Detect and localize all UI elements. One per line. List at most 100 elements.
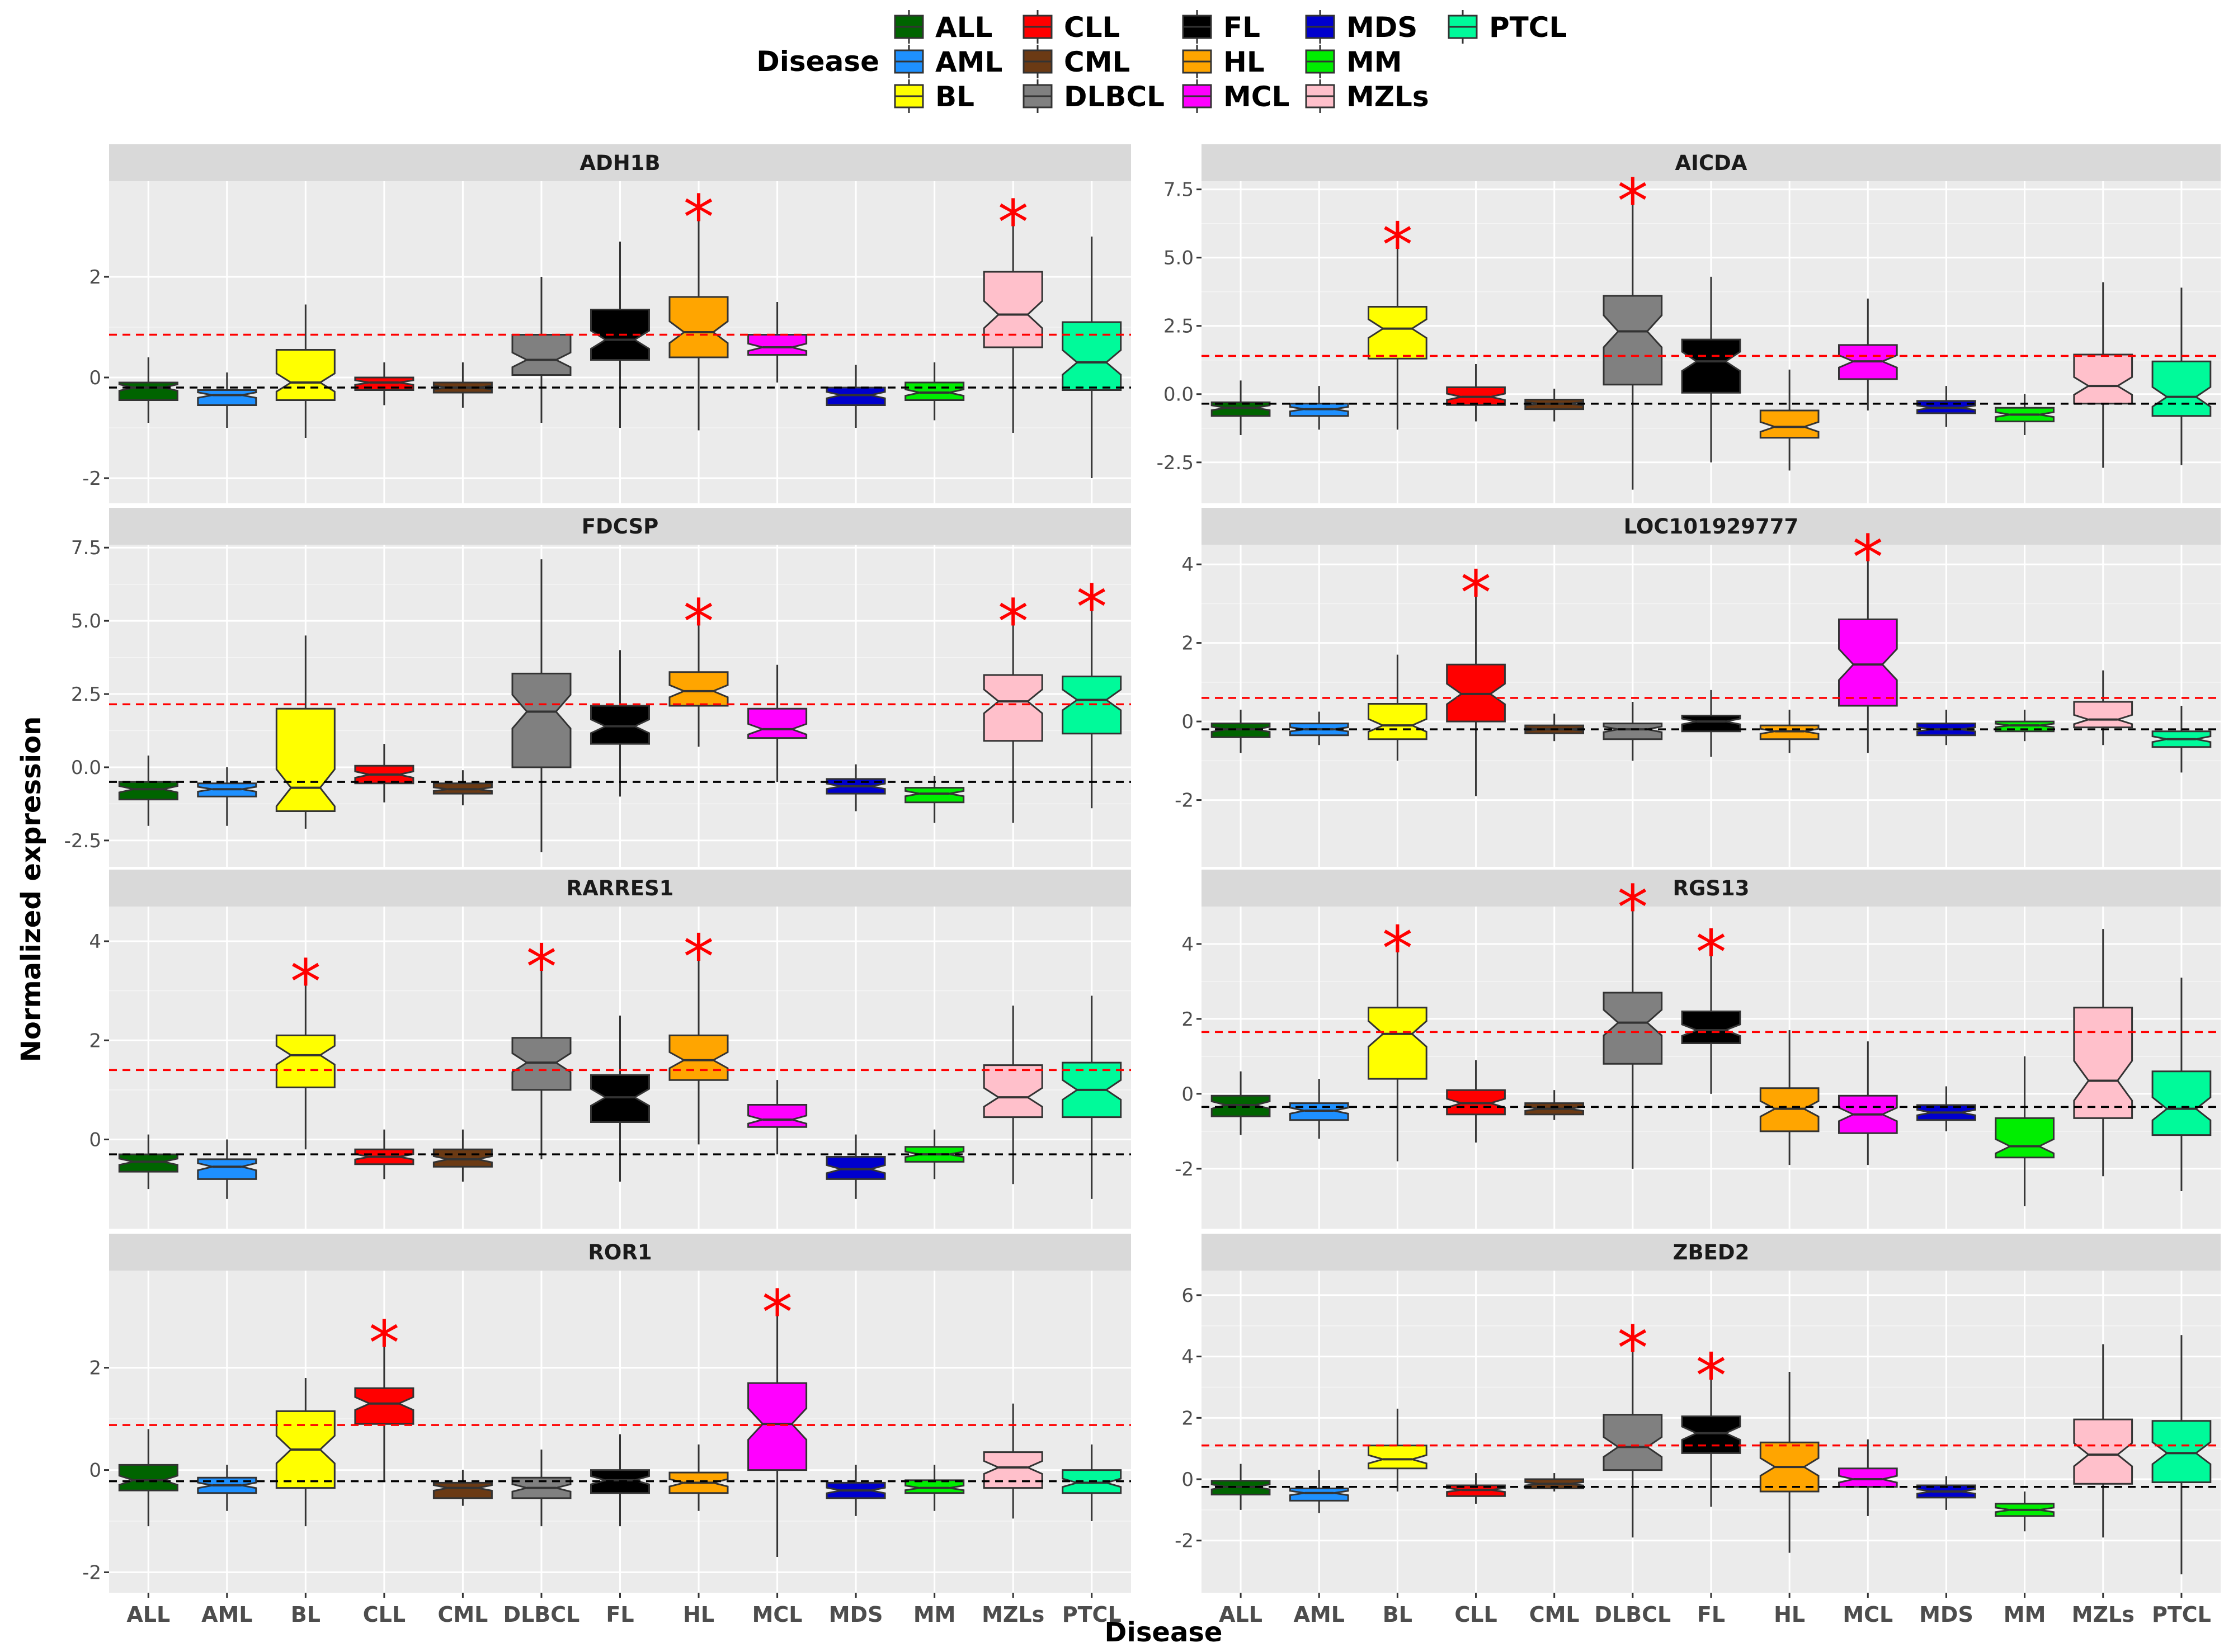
box-body	[1681, 1011, 1741, 1044]
y-tick-label: -2	[1175, 1158, 1194, 1181]
box-DLBCL	[1603, 1347, 1663, 1538]
box-MZLs	[2073, 929, 2133, 1177]
box-body	[904, 381, 965, 401]
legend-entry: AML	[894, 45, 1002, 78]
y-tick-label: 6	[1181, 1285, 1194, 1307]
box-CLL	[1446, 1473, 1506, 1504]
box-MZLs	[2073, 1344, 2133, 1538]
legend-entry: FL	[1182, 10, 1260, 44]
box-body	[2073, 353, 2133, 405]
x-tick-label: MCL	[752, 1602, 803, 1627]
box-body	[1368, 1007, 1427, 1080]
y-tick-label: 2	[1181, 633, 1194, 655]
panel-title: ROR1	[588, 1240, 652, 1264]
legend-label: FL	[1223, 11, 1260, 44]
box-BL	[275, 980, 336, 1150]
x-axis-title: Disease	[1105, 1617, 1223, 1648]
legend-entry: MM	[1305, 45, 1402, 78]
box-body	[747, 1104, 808, 1128]
box-body	[511, 672, 572, 768]
box-body	[668, 671, 729, 707]
legend-label: PTCL	[1489, 11, 1567, 44]
legend-entry: DLBCL	[1023, 79, 1165, 113]
box-HL	[1759, 1030, 1820, 1165]
x-tick-label: MZLs	[2072, 1602, 2135, 1627]
y-tick-label: 2	[1181, 1008, 1194, 1031]
box-MCL	[1838, 556, 1898, 753]
y-tick-label: 2.5	[1163, 315, 1194, 338]
box-MCL	[747, 1080, 808, 1155]
box-body	[1289, 1488, 1349, 1502]
panel-title: LOC101929777	[1624, 515, 1799, 539]
panel-ZBED2: ZBED2 -2 0 2 4 6 * * ALL AML BL CLL CML DLBCL FL HL MCL M…	[1175, 1234, 2221, 1627]
panel-title: ADH1B	[579, 151, 660, 175]
x-tick-label: HL	[1774, 1602, 1805, 1627]
box-HL	[1759, 1372, 1820, 1553]
box-body	[1681, 715, 1741, 733]
box-ALL	[118, 1429, 178, 1527]
significance-star: *	[1382, 209, 1413, 281]
box-BL	[1368, 947, 1427, 1162]
box-body	[747, 707, 808, 739]
box-MZLs	[983, 1403, 1043, 1519]
box-MDS	[1916, 1476, 1976, 1510]
legend-label: MM	[1346, 46, 1402, 78]
box-PTCL	[2151, 706, 2212, 773]
panel-strip	[1202, 144, 2221, 181]
panel-strip	[109, 144, 1131, 181]
facet-panels: ADH1B -2 0 2 * * AICDA -2.5 0.0 2.5 5.0 7.5 * * FDCSP -…	[64, 144, 2221, 1627]
x-tick-label: ALL	[1219, 1602, 1262, 1627]
x-tick-label: DLBCL	[1594, 1602, 1671, 1627]
legend-entry: ALL	[894, 10, 992, 44]
box-body	[432, 1148, 493, 1168]
box-ALL	[1210, 710, 1271, 753]
panel-title: RARRES1	[567, 876, 674, 900]
y-tick-label: -2	[1175, 1530, 1194, 1552]
x-tick-label: FL	[606, 1602, 634, 1627]
legend-label: CML	[1064, 46, 1130, 78]
box-CLL	[1446, 592, 1506, 796]
legend-entry: MDS	[1305, 10, 1417, 44]
box-body	[1368, 306, 1427, 360]
panel-strip	[1202, 1234, 2221, 1271]
box-body	[1681, 1415, 1741, 1454]
panel-ADH1B: ADH1B -2 0 2 * *	[82, 144, 1131, 503]
x-tick-label: MM	[2004, 1602, 2046, 1627]
box-MM	[1995, 394, 2055, 435]
legend-label: MCL	[1223, 81, 1289, 113]
legend-entry: MCL	[1182, 79, 1289, 113]
box-body	[590, 1074, 650, 1123]
y-tick-label: 0.0	[1163, 384, 1194, 406]
panel-strip	[1202, 508, 2221, 545]
significance-star: *	[998, 586, 1029, 658]
box-PTCL	[2151, 287, 2212, 465]
y-tick-label: 2.5	[71, 683, 101, 706]
panel-title: RGS13	[1673, 876, 1750, 900]
significance-star: *	[1617, 1313, 1648, 1384]
significance-star: *	[1617, 872, 1648, 943]
legend-title: Disease	[756, 45, 879, 78]
significance-star: *	[526, 931, 557, 1003]
y-tick-label: 0	[89, 1460, 101, 1482]
y-tick-label: 0	[89, 367, 101, 389]
box-HL	[668, 956, 729, 1145]
box-FL	[1681, 690, 1741, 757]
significance-star: *	[290, 946, 321, 1018]
box-MDS	[826, 1465, 886, 1516]
significance-star: *	[684, 922, 714, 993]
box-body	[432, 1481, 493, 1499]
box-MZLs	[983, 621, 1043, 823]
y-tick-label: 4	[1181, 933, 1194, 956]
box-MZLs	[983, 221, 1043, 433]
significance-star: *	[1696, 917, 1727, 988]
box-MDS	[826, 1134, 886, 1199]
box-MCL	[1838, 1041, 1898, 1165]
legend-label: DLBCL	[1064, 81, 1165, 113]
box-PTCL	[2151, 978, 2212, 1192]
box-AML	[197, 1139, 257, 1199]
panel-ROR1: ROR1 -2 0 2 * * ALL AML BL CLL CML DLBCL FL HL MCL MDS M…	[82, 1234, 1131, 1627]
box-ALL	[1210, 380, 1271, 435]
box-CML	[432, 1470, 493, 1506]
legend-entry: BL	[894, 79, 974, 113]
box-DLBCL	[1603, 907, 1663, 1169]
